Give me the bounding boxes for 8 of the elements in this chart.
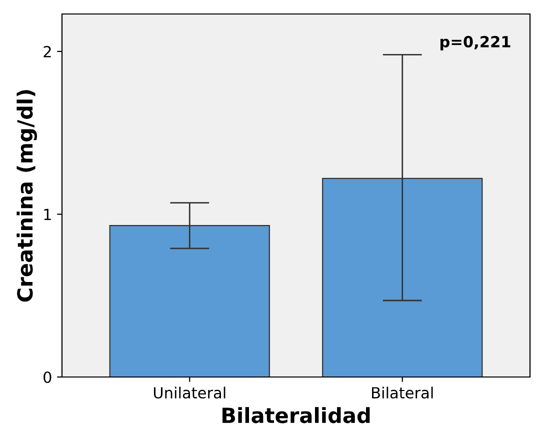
y-axis-title: Creatinina (mg/dl) [16,90,37,302]
x-tick-label: Unilateral [154,386,226,399]
y-tick-label: 1 [44,208,51,220]
annotation: p=0,221 [440,36,510,50]
x-tick-label: Bilateral [372,386,433,399]
y-tick-label: 2 [44,46,51,58]
x-axis-title: Bilateralidad [222,407,370,424]
y-tick-label: 0 [44,371,52,384]
